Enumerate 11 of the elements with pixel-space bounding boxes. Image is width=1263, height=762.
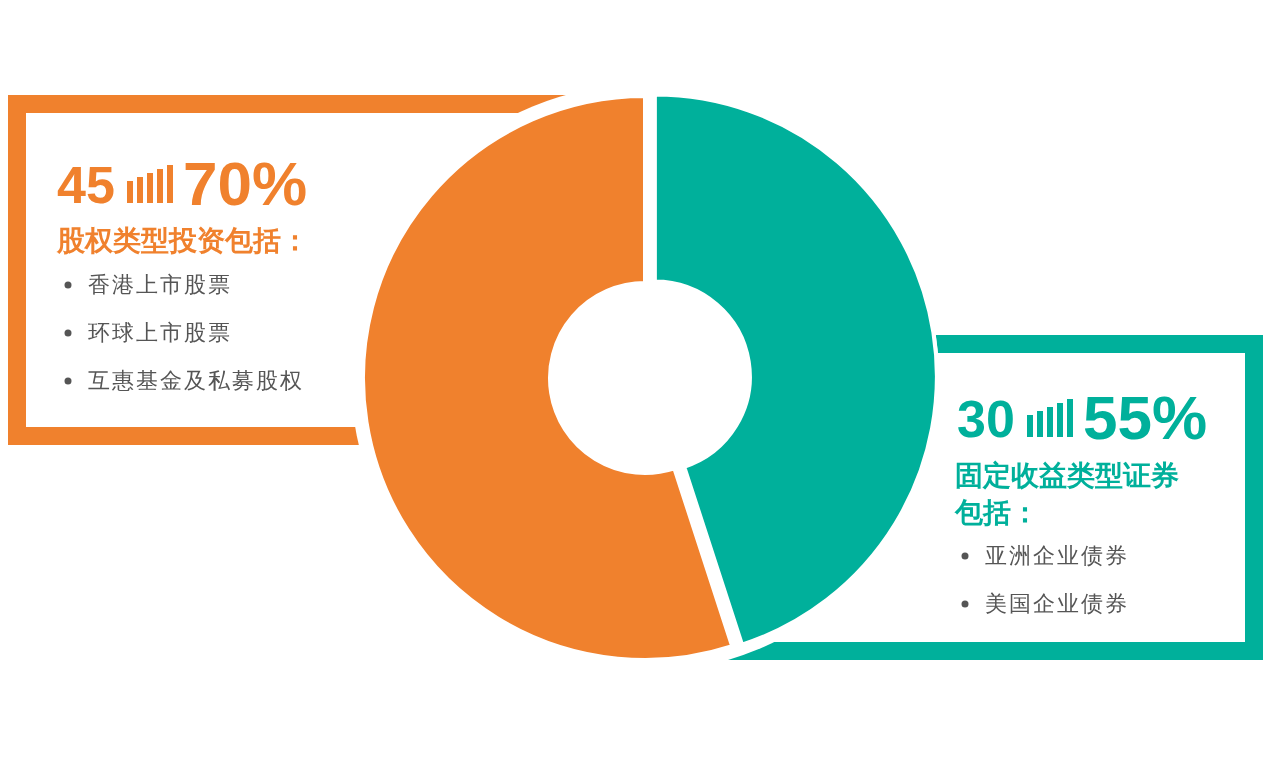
text: 55%: [1083, 383, 1208, 452]
text: 70%: [183, 149, 308, 218]
category-label: 固定收益类型证券包括：: [955, 460, 1179, 528]
text: 环球上市股票: [88, 320, 232, 345]
text: 45: [57, 156, 115, 214]
text: 30: [957, 390, 1015, 448]
text: 互惠基金及私募股权: [88, 368, 304, 393]
category-label: 股权类型投资包括：: [57, 225, 309, 256]
text: 香港上市股票: [88, 272, 232, 297]
text: 亚洲企业债券: [985, 543, 1129, 568]
text: 美国企业债券: [985, 591, 1129, 616]
